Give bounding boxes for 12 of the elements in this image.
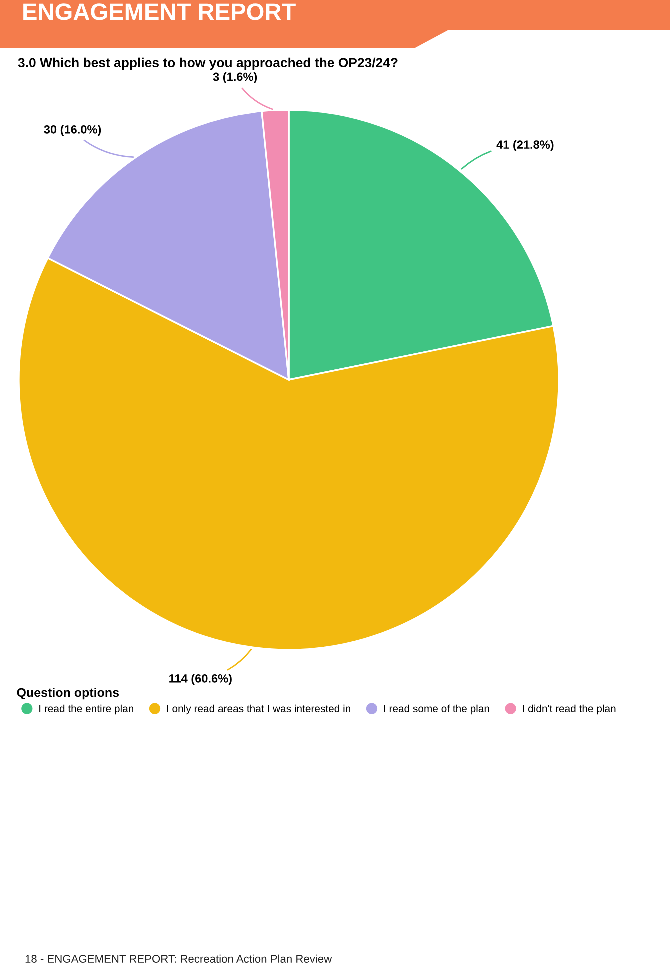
legend-title: Question options <box>17 688 120 700</box>
data-label: 114 (60.6%) <box>170 674 232 686</box>
data-label: 41 (21.8%) <box>496 140 554 152</box>
text: ENGAGEMENT REPORT <box>24 4 296 20</box>
data-label: 30 (16.0%) <box>44 125 102 136</box>
legend-label: I didn't read the plan <box>523 704 616 715</box>
chart-title: 3.0 Which best applies to how you approached the OP23/24? <box>18 58 398 70</box>
legend-label: I read some of the plan <box>384 704 490 715</box>
legend-label: I read the entire plan <box>40 704 134 715</box>
legend-label: I only read areas that I was interested in <box>167 704 350 715</box>
text: 18 - ENGAGEMENT REPORT: Recreation Action Plan Review <box>26 954 332 963</box>
data-label: 3 (1.6%) <box>213 72 258 84</box>
